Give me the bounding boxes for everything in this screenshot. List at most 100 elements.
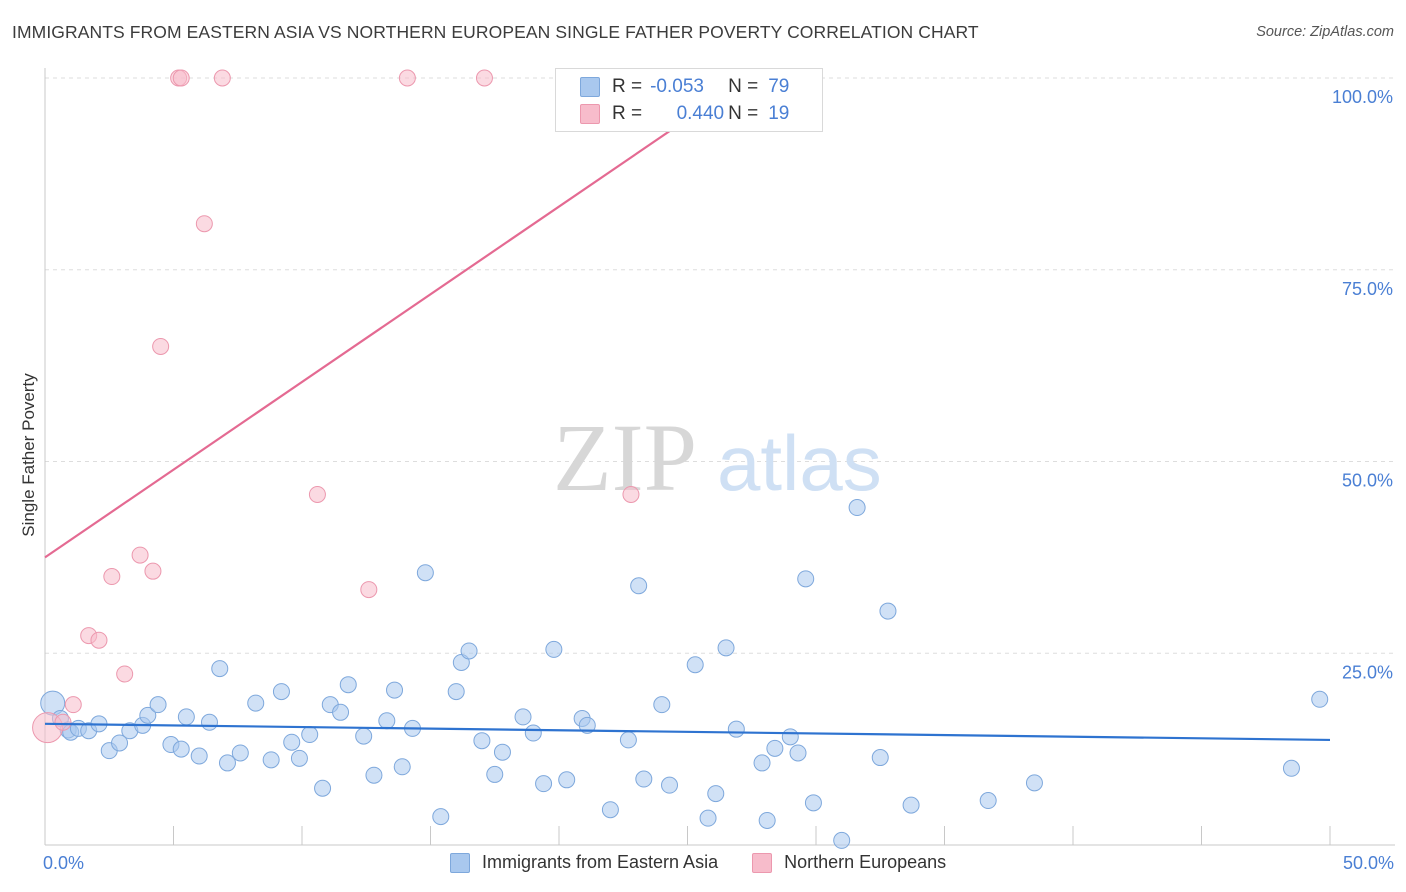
data-point xyxy=(1311,690,1329,708)
data-point xyxy=(707,785,725,803)
watermark: ZIP atlas xyxy=(553,404,882,511)
legend-swatch-pink xyxy=(752,852,773,873)
data-point xyxy=(514,708,532,726)
legend-label-eastern-asia: Immigrants from Eastern Asia xyxy=(482,852,719,872)
data-point xyxy=(339,676,357,694)
legend-swatch-blue xyxy=(580,77,600,97)
series-eastern-asia-points xyxy=(40,499,1329,849)
data-point xyxy=(781,728,799,746)
data-point xyxy=(200,713,218,731)
data-point xyxy=(301,726,319,744)
data-point xyxy=(360,581,378,599)
legend-r-label: R = xyxy=(612,103,643,124)
trend-line xyxy=(44,722,1331,742)
legend-item-northern-europeans: Northern Europeans xyxy=(752,852,946,873)
data-point xyxy=(653,696,671,714)
data-point xyxy=(789,744,807,762)
legend-row-eastern-asia: R = -0.053 N = 79 xyxy=(580,75,789,99)
data-point xyxy=(699,809,717,827)
legend-item-eastern-asia: Immigrants from Eastern Asia xyxy=(450,852,718,873)
data-point xyxy=(619,731,637,749)
legend-swatch-blue xyxy=(450,852,470,873)
data-point xyxy=(578,716,596,734)
data-point xyxy=(622,485,640,503)
correlation-legend: R = -0.053 N = 79 R = 0.440 N = 19 xyxy=(555,68,823,132)
data-point xyxy=(871,749,889,767)
data-point xyxy=(111,734,129,752)
data-point xyxy=(393,758,411,776)
data-point xyxy=(195,215,213,233)
data-point xyxy=(283,733,301,751)
x-tick-label-max: 50.0% xyxy=(1343,853,1394,873)
data-point xyxy=(1025,774,1043,792)
legend-n-label: N = xyxy=(728,103,759,124)
data-point xyxy=(272,683,290,701)
source-label: Source: ZipAtlas.com xyxy=(1256,24,1394,40)
trend-lines xyxy=(44,103,1331,742)
data-point xyxy=(213,69,231,87)
data-point xyxy=(152,337,170,355)
data-point xyxy=(535,775,553,793)
data-point xyxy=(979,792,997,810)
data-point xyxy=(686,656,704,674)
data-point xyxy=(139,706,157,724)
data-point xyxy=(386,681,404,699)
data-point xyxy=(416,564,434,582)
y-axis-label: Single Father Poverty xyxy=(19,373,38,537)
legend-r-label: R = xyxy=(612,76,643,97)
data-point xyxy=(90,631,108,649)
y-tick-label: 50.0% xyxy=(1342,471,1393,491)
data-point xyxy=(804,794,822,812)
data-point xyxy=(190,747,208,765)
data-point xyxy=(365,766,383,784)
data-point xyxy=(64,696,82,714)
data-point xyxy=(314,779,332,797)
data-point xyxy=(172,69,190,87)
data-point xyxy=(493,743,511,761)
gridlines xyxy=(45,77,1395,654)
y-tick-labels: 25.0% 50.0% 75.0% 100.0% xyxy=(1332,87,1393,682)
data-point xyxy=(753,754,771,772)
data-point xyxy=(131,546,149,564)
data-point xyxy=(144,562,162,580)
y-tick-label: 75.0% xyxy=(1342,279,1393,299)
data-point xyxy=(545,640,563,658)
trend-line xyxy=(44,103,709,559)
data-point xyxy=(486,765,504,783)
y-tick-label: 25.0% xyxy=(1342,662,1393,682)
legend-r-value: -0.053 xyxy=(650,76,704,97)
legend-row-northern-europeans: R = 0.440 N = 19 xyxy=(580,102,789,126)
data-point xyxy=(601,801,619,819)
data-point xyxy=(308,485,326,503)
data-point xyxy=(54,713,72,731)
series-northern-europeans-points xyxy=(32,69,640,744)
x-tick-labels: 0.0% 50.0% xyxy=(43,853,1394,873)
data-point xyxy=(717,639,735,657)
data-point xyxy=(475,69,493,87)
legend-n-label: N = xyxy=(728,76,759,97)
data-point xyxy=(211,660,229,678)
data-point xyxy=(1282,759,1300,777)
data-point xyxy=(473,732,491,750)
data-point xyxy=(172,740,190,758)
legend-swatch-pink xyxy=(580,104,600,124)
data-point xyxy=(524,724,542,742)
data-point xyxy=(247,694,265,712)
legend-n-value: 79 xyxy=(768,76,790,97)
data-point xyxy=(902,796,920,814)
data-point xyxy=(177,708,195,726)
data-point xyxy=(432,808,450,826)
data-point xyxy=(378,712,396,730)
data-point xyxy=(116,665,134,683)
series-legend: Immigrants from Eastern Asia Northern Eu… xyxy=(450,852,980,873)
data-point xyxy=(103,568,121,586)
data-point xyxy=(332,703,350,721)
x-tick-label-min: 0.0% xyxy=(43,853,84,873)
y-tick-label: 100.0% xyxy=(1332,87,1393,107)
data-point xyxy=(262,751,280,769)
legend-r-value: 0.440 xyxy=(676,103,725,124)
data-point xyxy=(797,570,815,588)
data-point xyxy=(447,683,465,701)
data-point xyxy=(635,770,653,788)
